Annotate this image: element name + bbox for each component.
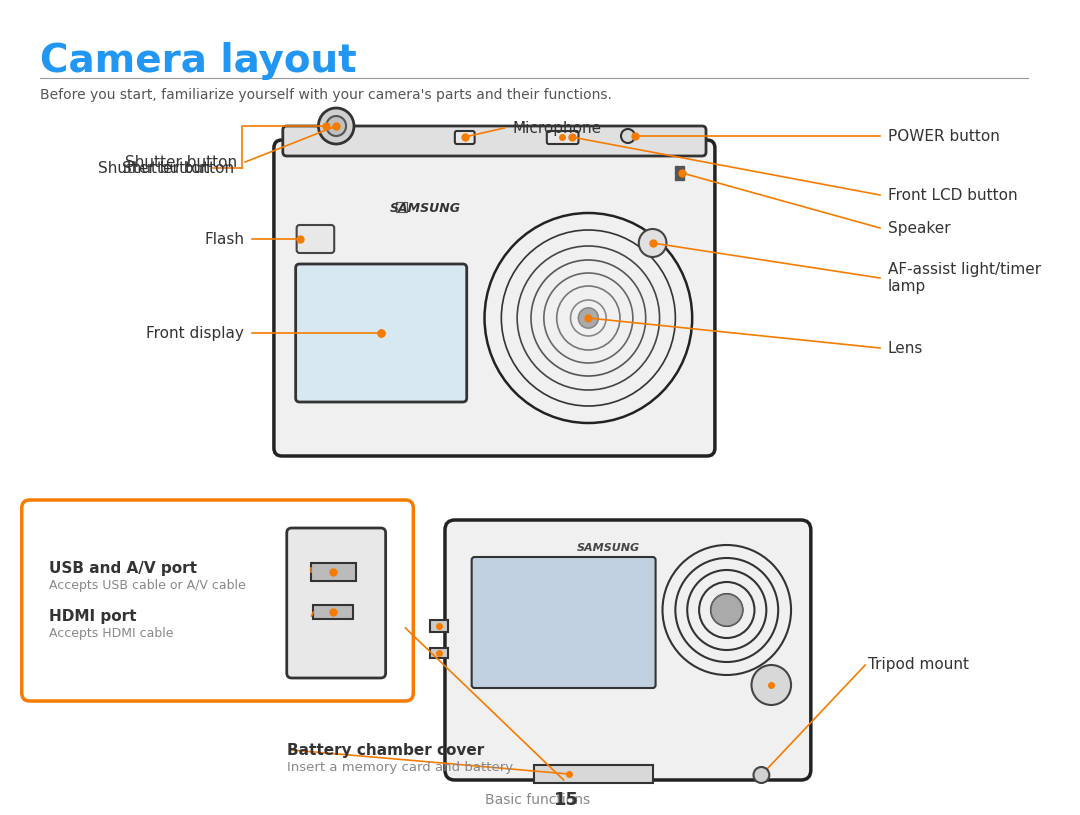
Text: Microphone: Microphone — [512, 121, 602, 135]
FancyBboxPatch shape — [274, 140, 715, 456]
Text: POWER button: POWER button — [888, 129, 1000, 143]
Text: Shutter button: Shutter button — [97, 161, 210, 175]
Text: SAMSUNG: SAMSUNG — [390, 201, 461, 214]
Circle shape — [579, 308, 598, 328]
Text: Flash: Flash — [204, 231, 244, 246]
Text: Shutter button: Shutter button — [122, 161, 234, 175]
Text: Shutter button: Shutter button — [125, 155, 238, 170]
Circle shape — [711, 594, 743, 626]
FancyBboxPatch shape — [472, 557, 656, 688]
Text: Tripod mount: Tripod mount — [868, 658, 969, 672]
FancyBboxPatch shape — [297, 225, 334, 253]
FancyBboxPatch shape — [546, 131, 579, 144]
FancyBboxPatch shape — [296, 264, 467, 402]
Text: Front display: Front display — [147, 325, 244, 341]
FancyBboxPatch shape — [445, 520, 811, 780]
Circle shape — [319, 108, 354, 144]
Text: Speaker: Speaker — [888, 221, 950, 236]
Text: Accepts USB cable or A/V cable: Accepts USB cable or A/V cable — [50, 579, 246, 593]
Bar — [430, 648, 448, 658]
Text: Camera layout: Camera layout — [40, 42, 356, 80]
Circle shape — [326, 116, 346, 136]
FancyBboxPatch shape — [22, 500, 414, 701]
Bar — [430, 620, 448, 632]
Text: SAMSUNG: SAMSUNG — [577, 543, 639, 553]
Text: AF-assist light/timer
lamp: AF-assist light/timer lamp — [888, 262, 1041, 294]
Text: Battery chamber cover: Battery chamber cover — [287, 742, 484, 757]
Circle shape — [621, 129, 635, 143]
Text: Front LCD button: Front LCD button — [888, 187, 1017, 202]
Text: 15: 15 — [554, 791, 579, 809]
Bar — [534, 765, 652, 783]
Text: Before you start, familiarize yourself with your camera's parts and their functi: Before you start, familiarize yourself w… — [40, 88, 611, 102]
Bar — [311, 563, 356, 581]
Bar — [313, 605, 353, 619]
Text: USB and A/V port: USB and A/V port — [50, 561, 198, 575]
Circle shape — [752, 665, 791, 705]
Circle shape — [754, 767, 769, 783]
Text: Basic functions: Basic functions — [485, 793, 590, 807]
Text: Insert a memory card and battery: Insert a memory card and battery — [287, 760, 513, 773]
Bar — [395, 202, 407, 212]
Text: Accepts HDMI cable: Accepts HDMI cable — [50, 628, 174, 641]
FancyBboxPatch shape — [455, 131, 474, 144]
Text: Lens: Lens — [888, 341, 923, 355]
Circle shape — [638, 229, 666, 257]
FancyBboxPatch shape — [287, 528, 386, 678]
Text: HDMI port: HDMI port — [50, 609, 137, 623]
FancyBboxPatch shape — [283, 126, 706, 156]
